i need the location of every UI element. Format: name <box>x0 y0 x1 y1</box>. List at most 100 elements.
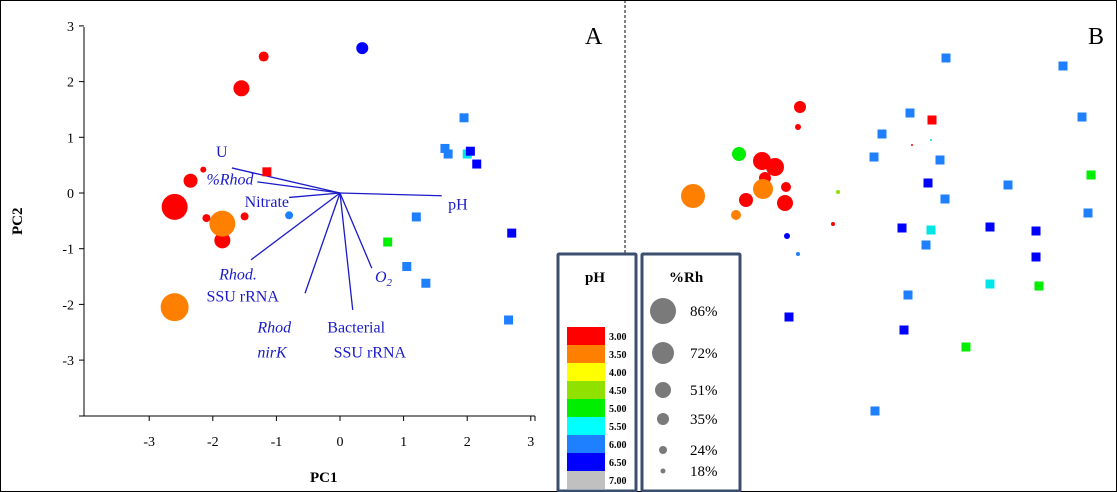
ph-swatch <box>567 453 605 471</box>
sample-point <box>258 51 269 62</box>
panel-a-axes: 3 2 1 0 -1 -2 -3 -3 -2 -1 0 1 2 3 <box>62 20 536 450</box>
sample-point <box>732 147 746 161</box>
loading-vector <box>339 192 373 269</box>
sample-point <box>240 212 249 221</box>
sample-point <box>739 193 753 207</box>
sample-point <box>1031 226 1041 236</box>
sample-point <box>1034 281 1044 291</box>
panel-a-vectors: U %Rhod Nitrate pH Rhod. SSU rRNA O2 Rhod nirK Ba… <box>206 144 468 362</box>
vector-label: nirK <box>257 344 288 361</box>
ph-swatch <box>567 345 605 363</box>
rh-size-marker <box>655 382 671 398</box>
ph-swatch <box>567 399 605 417</box>
sample-point <box>262 167 272 177</box>
y-tick-label: 0 <box>67 187 74 202</box>
x-tick-label: -1 <box>271 435 283 450</box>
ph-legend-label: 3.50 <box>609 350 627 361</box>
loading-vector <box>304 192 341 294</box>
rh-size-marker <box>657 413 669 425</box>
sample-point <box>504 315 514 325</box>
sample-point <box>200 166 207 173</box>
x-tick-label: -3 <box>143 435 155 450</box>
sample-point <box>160 293 189 322</box>
rh-legend-label: 35% <box>690 412 718 428</box>
ph-legend: pH 3.00 3.50 4.00 4.50 5.00 5.50 6.00 6.50 7.00 <box>556 252 638 492</box>
sample-point <box>731 210 741 220</box>
x-tick-label: -2 <box>207 435 219 450</box>
sample-point <box>784 312 794 322</box>
sample-point <box>784 233 790 239</box>
sample-point <box>869 152 879 162</box>
x-tick-label: 2 <box>464 435 471 450</box>
sample-point <box>930 139 932 141</box>
rh-size-marker <box>659 446 667 454</box>
ph-legend-title: pH <box>585 270 605 286</box>
rh-legend: %Rh 86% 72% 51% 35% 24% 18% <box>640 252 742 492</box>
sample-point <box>985 222 995 232</box>
sample-point <box>465 146 475 156</box>
sample-point <box>940 194 950 204</box>
sample-point <box>795 124 801 130</box>
sample-point <box>209 210 236 237</box>
sample-point <box>870 406 880 416</box>
vector-label: %Rhod <box>206 172 254 189</box>
ph-legend-label: 4.00 <box>609 368 627 379</box>
ph-legend-label: 4.50 <box>609 386 627 397</box>
loading-vector <box>339 192 442 197</box>
x-tick-label: 1 <box>400 435 407 450</box>
panel-a-points <box>160 42 517 325</box>
vector-label: SSU rRNA <box>206 289 279 306</box>
vector-label: SSU rRNA <box>334 344 407 361</box>
sample-point <box>459 113 469 123</box>
sample-point <box>935 155 945 165</box>
rh-size-marker <box>660 468 666 474</box>
sample-point <box>356 42 369 55</box>
y-tick-label: 3 <box>67 20 74 35</box>
y-tick-label: 2 <box>67 76 74 91</box>
sample-point <box>681 184 705 208</box>
sample-point <box>897 223 907 233</box>
sample-point <box>421 278 431 288</box>
sample-point <box>836 190 840 194</box>
sample-point <box>233 80 250 97</box>
sample-point <box>214 232 231 249</box>
panel-b-label: B <box>1088 24 1104 50</box>
vector-label: Rhod. <box>218 266 257 283</box>
ph-swatch <box>567 471 605 489</box>
sample-point <box>903 290 913 300</box>
loading-vector <box>289 192 341 199</box>
panel-a-label: A <box>585 24 603 50</box>
sample-point <box>961 342 971 352</box>
sample-point <box>402 262 412 272</box>
ph-swatch <box>567 327 605 345</box>
sample-point <box>161 193 188 220</box>
sample-point <box>383 237 393 247</box>
sample-point <box>507 228 517 238</box>
sample-point <box>796 252 800 256</box>
sample-point <box>877 129 887 139</box>
vector-label: O2 <box>375 269 393 289</box>
loading-vector <box>339 192 354 311</box>
vector-label: Bacterial <box>327 319 385 336</box>
ph-legend-label: 7.00 <box>609 476 627 487</box>
rh-legend-title: %Rh <box>669 270 704 286</box>
sample-point <box>1086 170 1096 180</box>
sample-point <box>440 143 450 153</box>
rh-legend-label: 72% <box>690 346 718 362</box>
sample-point <box>831 222 835 226</box>
sample-point <box>411 212 421 222</box>
sample-point <box>927 115 937 125</box>
rh-legend-label: 51% <box>690 383 718 399</box>
ph-swatch <box>567 435 605 453</box>
sample-point <box>941 53 951 63</box>
ph-legend-label: 6.50 <box>609 458 627 469</box>
y-tick-label: -2 <box>62 298 74 313</box>
sample-point <box>1058 61 1068 71</box>
x-tick-label: 0 <box>337 435 344 450</box>
ph-legend-label: 5.00 <box>609 404 627 415</box>
sample-point <box>472 159 482 169</box>
sample-point <box>985 279 995 289</box>
sample-point <box>777 195 793 211</box>
